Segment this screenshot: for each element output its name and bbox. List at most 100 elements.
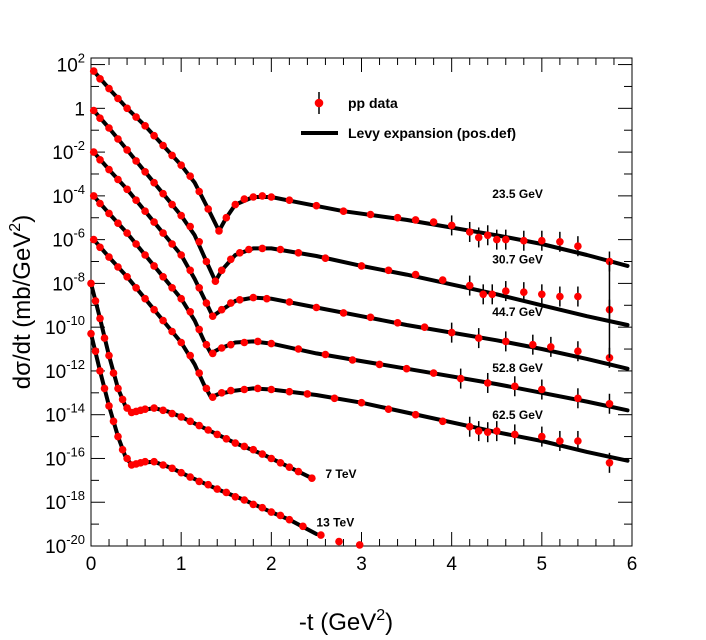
y-tick-label: 102 <box>57 51 85 77</box>
data-points <box>87 67 614 549</box>
data-point <box>303 390 312 398</box>
data-point <box>217 344 226 352</box>
data-point <box>186 172 194 180</box>
data-point <box>89 235 98 244</box>
data-point <box>465 281 474 290</box>
data-point <box>202 299 211 307</box>
energy-label-62-5-gev: 62.5 GeV <box>492 408 543 422</box>
data-point <box>96 156 104 164</box>
data-point <box>249 500 258 509</box>
data-point <box>211 277 220 286</box>
data-point <box>177 413 185 421</box>
axis-ticks <box>90 58 633 547</box>
data-point <box>267 454 276 463</box>
data-point <box>195 421 203 430</box>
data-point <box>483 231 492 240</box>
data-point <box>159 273 167 281</box>
data-point <box>159 461 167 469</box>
data-point <box>465 422 474 431</box>
data-point <box>208 349 217 358</box>
data-point <box>520 236 528 245</box>
data-point <box>285 298 294 306</box>
data-point <box>511 430 519 439</box>
data-point <box>236 249 244 257</box>
data-point <box>574 347 582 356</box>
data-point <box>168 200 176 209</box>
data-point <box>538 236 546 245</box>
data-point <box>195 369 203 377</box>
data-point <box>91 347 100 356</box>
data-point <box>355 541 364 549</box>
data-point <box>215 227 223 235</box>
data-point <box>105 253 113 261</box>
data-point <box>556 437 564 445</box>
data-point <box>308 474 316 483</box>
data-point <box>87 329 95 338</box>
data-point <box>109 417 118 426</box>
data-point <box>605 459 614 467</box>
data-point <box>236 296 244 304</box>
data-point <box>366 313 375 322</box>
data-point <box>177 468 185 477</box>
data-point <box>141 168 149 176</box>
data-point <box>294 249 303 257</box>
data-point <box>493 235 501 244</box>
data-point <box>195 477 203 486</box>
data-point <box>132 113 140 121</box>
data-point <box>240 385 249 394</box>
tick-labels: 0 1 2 3 4 5 6 102 1 10-2 10-4 10-6 10-8 10-10 10-12 10-… <box>45 51 637 575</box>
data-point <box>204 205 212 213</box>
data-point <box>465 228 474 236</box>
data-point <box>168 284 176 292</box>
data-point <box>150 131 158 140</box>
data-point <box>294 467 303 476</box>
fit-curve-52-8-gev <box>91 193 630 413</box>
data-point <box>195 325 203 334</box>
data-point <box>538 432 546 441</box>
data-point <box>105 209 113 218</box>
x-tick-label: 4 <box>446 554 457 575</box>
data-point <box>177 161 185 169</box>
data-point <box>267 508 276 516</box>
data-point <box>114 384 122 393</box>
data-point <box>186 266 194 275</box>
data-point <box>89 67 98 75</box>
data-point <box>208 393 217 402</box>
data-point <box>105 84 113 93</box>
points-13-tev <box>87 329 364 549</box>
data-point <box>547 343 555 351</box>
data-point <box>141 457 149 466</box>
data-point <box>231 493 240 501</box>
data-point <box>227 255 235 264</box>
data-point <box>474 427 483 435</box>
data-point <box>276 245 285 254</box>
data-point <box>213 430 221 439</box>
data-point <box>335 537 343 546</box>
data-point <box>366 210 375 219</box>
data-point <box>114 175 122 184</box>
data-point <box>202 340 211 349</box>
data-point <box>479 290 488 299</box>
x-tick-label: 6 <box>627 554 638 575</box>
data-point <box>204 480 212 489</box>
data-point <box>100 384 109 393</box>
energy-label-7-tev: 7 TeV <box>325 467 356 481</box>
data-point <box>227 299 235 307</box>
data-point <box>574 394 582 403</box>
data-point <box>447 328 456 337</box>
data-point <box>258 450 267 458</box>
points-30-7-gev <box>89 106 614 320</box>
data-point <box>123 104 131 113</box>
data-point <box>195 284 203 292</box>
legend: pp data Levy expansion (pos.def) <box>301 92 516 141</box>
data-point <box>186 222 194 231</box>
data-point <box>299 522 307 531</box>
data-point <box>91 297 100 305</box>
data-point <box>123 146 131 154</box>
data-point <box>89 192 98 200</box>
data-point <box>141 207 149 215</box>
data-point <box>159 406 167 415</box>
points-7-tev <box>87 279 316 483</box>
data-point <box>132 284 140 292</box>
data-point <box>258 192 267 200</box>
